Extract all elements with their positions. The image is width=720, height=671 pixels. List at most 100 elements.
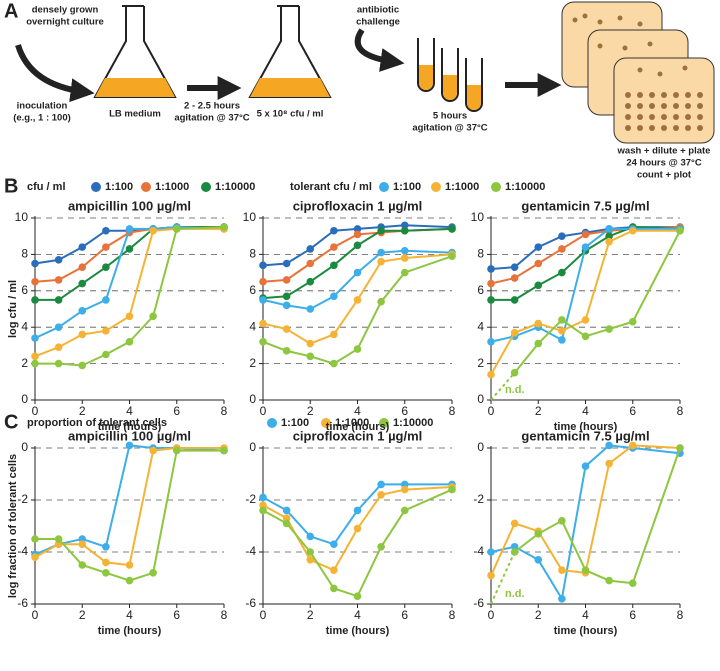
- step-label: antibiotic: [357, 5, 399, 16]
- data-point: [125, 245, 134, 253]
- colony: [637, 103, 643, 109]
- data-point: [78, 540, 87, 548]
- legend-header: cfu / ml: [27, 181, 66, 193]
- x-tick-label: 6: [401, 404, 408, 418]
- data-point: [558, 268, 566, 277]
- colony: [673, 92, 679, 98]
- data-point: [534, 259, 543, 268]
- data-point: [558, 316, 566, 324]
- data-point: [448, 252, 456, 261]
- y-tick-label: 8: [21, 247, 28, 261]
- data-point: [487, 296, 495, 304]
- y-tick-label: 4: [477, 319, 484, 333]
- step-label: 5 x 10⁸ cfu / ml: [257, 109, 324, 120]
- data-point: [102, 226, 110, 235]
- x-axis-label: time (hours): [98, 421, 162, 433]
- legend-label: 1:10000: [215, 181, 255, 193]
- data-point: [78, 561, 87, 569]
- colony: [637, 125, 643, 131]
- data-point: [78, 361, 87, 370]
- data-point: [282, 292, 291, 301]
- data-point: [54, 323, 63, 332]
- legend-header: tolerant cfu / ml: [290, 181, 372, 193]
- data-point: [78, 243, 87, 251]
- data-point: [31, 535, 39, 543]
- data-point: [330, 292, 338, 301]
- series-line: [490, 229, 680, 376]
- data-point: [558, 327, 566, 335]
- y-tick-label: 10: [243, 210, 257, 224]
- data-point: [534, 281, 543, 290]
- colony: [649, 92, 655, 98]
- y-tick-label: 4: [249, 319, 256, 333]
- colony: [697, 103, 703, 109]
- y-tick-label: 0: [21, 440, 28, 454]
- data-point: [54, 359, 63, 368]
- data-point: [78, 263, 87, 271]
- data-point: [54, 343, 63, 352]
- data-point: [220, 446, 228, 455]
- data-point: [510, 263, 519, 271]
- data-point: [149, 226, 157, 235]
- data-point: [78, 307, 87, 315]
- data-point: [282, 506, 291, 515]
- arrow: [15, 44, 95, 103]
- chart-title: gentamicin 7.5 µg/ml: [521, 428, 649, 443]
- y-tick-label: -4: [17, 544, 28, 558]
- x-tick-label: 2: [79, 608, 86, 622]
- x-axis-label: time (hours): [326, 421, 390, 433]
- series-line: [262, 249, 453, 311]
- legend-label: 1:100: [105, 181, 133, 193]
- data-point: [330, 540, 338, 548]
- data-point: [353, 296, 362, 304]
- data-point: [172, 225, 181, 233]
- data-point: [54, 256, 63, 264]
- x-axis-label: time (hours): [554, 421, 618, 433]
- colony: [625, 125, 631, 131]
- data-point: [306, 259, 315, 268]
- data-point: [400, 506, 409, 515]
- data-point: [125, 337, 134, 346]
- colony: [622, 45, 628, 51]
- legend-marker: [379, 182, 389, 192]
- data-point: [102, 243, 110, 251]
- colony: [685, 92, 691, 98]
- data-point: [558, 517, 566, 525]
- x-tick-label: 0: [32, 608, 39, 622]
- data-point: [330, 566, 338, 574]
- data-point: [31, 359, 39, 368]
- x-tick-label: 6: [401, 608, 408, 622]
- y-tick-label: 2: [477, 356, 484, 370]
- data-point: [330, 584, 338, 593]
- data-point: [78, 279, 87, 288]
- y-tick-label: 0: [21, 392, 28, 406]
- data-point: [558, 595, 566, 603]
- data-point: [400, 268, 409, 277]
- data-point: [330, 261, 338, 270]
- data-point: [125, 225, 134, 233]
- y-tick-label: 8: [477, 247, 484, 261]
- y-axis-label: log fraction of tolerant cells: [7, 454, 19, 598]
- x-axis-label: time (hours): [98, 625, 162, 637]
- data-point: [377, 248, 385, 257]
- data-point: [282, 325, 291, 333]
- legend-header: proportion of tolerant cells: [27, 417, 167, 429]
- tubes: [417, 38, 483, 112]
- data-point: [605, 237, 613, 246]
- series-line: [262, 227, 453, 300]
- data-point: [558, 232, 566, 240]
- step-label: 24 hours @ 37°C: [626, 158, 702, 169]
- x-tick-label: 8: [221, 404, 228, 418]
- y-tick-label: 0: [477, 440, 484, 454]
- data-point: [400, 485, 409, 494]
- step-label: agitation @ 37°C: [174, 113, 249, 124]
- x-axis-label: time (hours): [326, 625, 390, 637]
- data-point: [306, 305, 315, 313]
- data-point: [31, 334, 39, 342]
- data-point: [330, 243, 338, 251]
- colony: [661, 92, 667, 98]
- colony: [637, 67, 643, 73]
- legend-marker: [321, 418, 331, 428]
- flask-liquid: [95, 78, 175, 97]
- data-point: [259, 296, 267, 304]
